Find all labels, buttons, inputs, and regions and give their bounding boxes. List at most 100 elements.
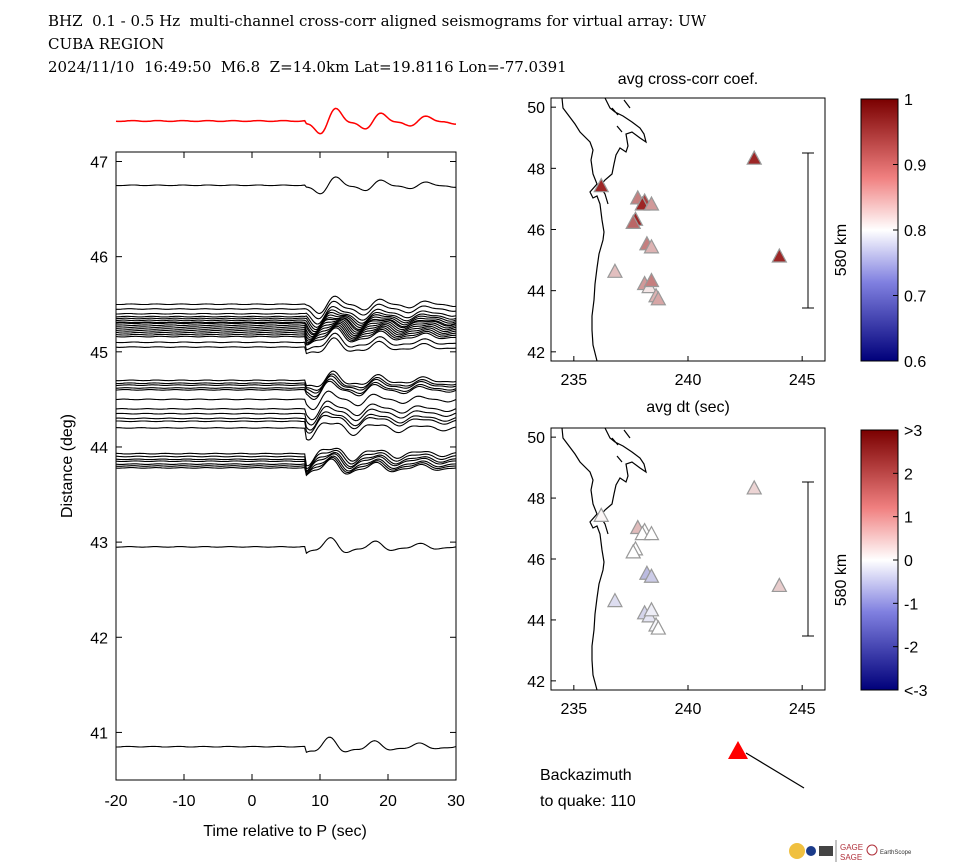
seismogram-trace — [116, 736, 457, 754]
seismogram-trace — [115, 305, 457, 325]
station-marker — [643, 195, 660, 211]
seismogram-trace — [115, 317, 457, 336]
seismogram-trace — [115, 405, 457, 426]
seismogram-trace — [116, 373, 457, 391]
map1-title: avg cross-corr coef. — [618, 71, 758, 88]
station-marker — [643, 238, 660, 254]
logo-earthscope-icon — [866, 844, 878, 856]
seismogram-trace — [115, 453, 457, 474]
seismogram-trace — [115, 458, 457, 477]
seismogram-trace — [115, 311, 457, 331]
colorbar-tick-label: >3 — [904, 423, 922, 440]
station-marker — [643, 568, 660, 583]
station-marker — [606, 263, 623, 278]
y-tick-label: 46 — [90, 250, 108, 267]
map-y-tick-label: 46 — [527, 552, 545, 569]
seismogram-trace — [115, 176, 456, 195]
colorbar-tick-label: -2 — [904, 640, 918, 657]
map2-scale-label: 580 km — [833, 554, 850, 606]
seismogram-trace — [116, 375, 457, 394]
map-x-tick-label: 240 — [675, 372, 702, 389]
map1-coastline — [561, 97, 647, 362]
backazimuth-line — [745, 752, 805, 789]
seismogram-trace — [115, 324, 457, 344]
y-axis-label: Distance (deg) — [59, 414, 76, 518]
seismogram-trace — [115, 325, 456, 345]
seismogram-trace — [116, 414, 457, 434]
station-marker — [650, 619, 667, 635]
map-y-tick-label: 48 — [527, 491, 545, 508]
x-tick-label: 30 — [447, 793, 465, 810]
logo-gage-text: GAGE — [840, 843, 863, 852]
map-x-tick-label: 235 — [560, 372, 587, 389]
station-marker — [625, 214, 642, 229]
map2-stations — [593, 479, 788, 635]
colorbar-tick-label: 1 — [904, 510, 913, 527]
backazimuth-value: to quake: 110 — [540, 793, 636, 810]
seismogram-trace — [115, 400, 457, 421]
seismogram-trace — [115, 332, 456, 351]
y-tick-label: 43 — [90, 535, 108, 552]
y-tick-label: 42 — [90, 630, 108, 647]
seismogram-trace — [116, 295, 457, 314]
header-line-3: 2024/11/10 16:49:50 M6.8 Z=14.0km Lat=19… — [48, 58, 567, 76]
map-y-tick-label: 48 — [527, 161, 545, 178]
seismogram-trace — [115, 411, 457, 431]
logo-sun-icon — [789, 843, 805, 859]
x-tick-label: 0 — [248, 793, 257, 810]
seismogram-trace — [115, 422, 457, 441]
map2-title: avg dt (sec) — [646, 399, 730, 416]
y-tick-label: 45 — [90, 345, 108, 362]
map-y-tick-label: 50 — [527, 100, 545, 117]
header-line-2: CUBA REGION — [48, 35, 165, 53]
cross-corr-map: avg cross-corr coef. 580 km 235 240 245 42 4… — [527, 71, 926, 389]
seismogram-trace — [115, 327, 456, 346]
colorbar-tick-label: -1 — [904, 596, 918, 613]
map-x-tick-label: 235 — [560, 701, 587, 718]
x-tick-label: 20 — [379, 793, 397, 810]
seismogram-trace — [115, 370, 457, 388]
seismogram-trace — [115, 452, 457, 473]
dt-map: 580 km 235 240 245 42 44 46 48 50 >3 2 1 0 -1 -2 <-3 — [527, 423, 927, 718]
seismogram-trace — [115, 390, 457, 411]
footer-logos: GAGE SAGE EarthScope — [789, 840, 912, 862]
record-section-plot: -20 -10 0 10 20 30 41 42 43 44 45 46 47 Time relativ… — [59, 151, 465, 840]
y-tick-label: 44 — [90, 440, 108, 457]
backazimuth-label: Backazimuth — [540, 767, 632, 784]
station-marker — [771, 247, 788, 263]
seismogram-trace — [116, 300, 457, 320]
seismogram-trace — [116, 537, 457, 555]
seismogram-trace — [115, 449, 457, 470]
seismogram-trace — [116, 319, 457, 339]
map1-scale-label: 580 km — [833, 224, 850, 276]
colorbar-tick-label: 2 — [904, 466, 913, 483]
station-marker — [593, 177, 610, 193]
station-marker — [771, 577, 788, 593]
colorbar-tick-label: 0.9 — [904, 158, 926, 175]
station-marker — [593, 507, 610, 522]
colorbar-tick-label: 1 — [904, 92, 913, 109]
header-line-1: BHZ 0.1 - 0.5 Hz multi-channel cross-cor… — [48, 12, 707, 30]
colorbar-tick-label: <-3 — [904, 683, 928, 700]
station-marker — [643, 601, 660, 617]
seismogram-trace — [115, 337, 457, 355]
logo-nsf-icon — [806, 846, 816, 856]
station-marker — [643, 272, 660, 288]
colorbar-tick-label: 0 — [904, 553, 913, 570]
map1-stations — [593, 149, 788, 306]
x-tick-label: -10 — [172, 793, 195, 810]
backazimuth-indicator: Backazimuth to quake: 110 — [540, 741, 805, 810]
map-y-tick-label: 42 — [527, 674, 545, 691]
x-tick-label: -20 — [104, 793, 127, 810]
seismogram-trace — [115, 317, 457, 335]
map-y-tick-label: 44 — [527, 284, 545, 301]
x-axis-label: Time relative to P (sec) — [203, 823, 367, 840]
map1-colorbar — [860, 98, 899, 362]
station-marker — [606, 592, 623, 608]
map-x-tick-label: 245 — [789, 701, 816, 718]
seismogram-traces — [115, 176, 457, 754]
x-tick-label: 10 — [311, 793, 329, 810]
seismogram-trace — [115, 322, 457, 342]
seismogram-trace — [115, 314, 457, 333]
map-x-tick-label: 240 — [675, 701, 702, 718]
